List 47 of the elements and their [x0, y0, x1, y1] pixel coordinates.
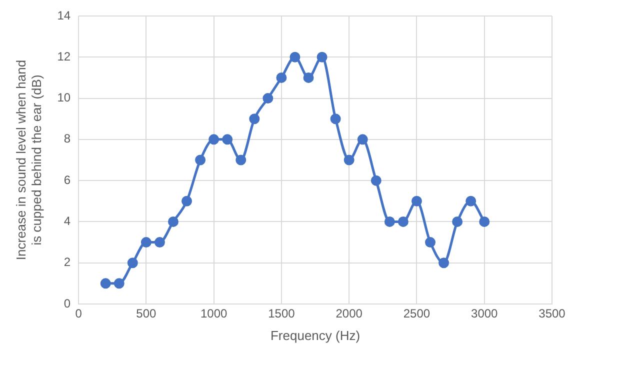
- x-tick-label: 1000: [200, 306, 228, 321]
- point: [370, 175, 382, 186]
- x-tick-label: 3500: [538, 306, 566, 321]
- x-tick-label: 500: [136, 306, 157, 321]
- y-tick-label: 6: [64, 172, 71, 187]
- point: [411, 196, 422, 206]
- point: [140, 237, 152, 248]
- point: [154, 237, 165, 248]
- point: [452, 216, 463, 227]
- point: [316, 52, 328, 62]
- point: [479, 216, 490, 227]
- x-tick-label: 3000: [471, 306, 498, 321]
- x-tick-label: 2500: [403, 306, 430, 321]
- y-tick-label: 10: [57, 90, 71, 105]
- point: [303, 72, 314, 83]
- y-tick-label: 14: [57, 8, 71, 22]
- x-tick-label: 2000: [336, 306, 363, 321]
- y-tick-label: 8: [64, 132, 71, 146]
- point: [236, 154, 246, 166]
- point: [114, 278, 124, 289]
- point: [357, 134, 368, 145]
- point: [249, 114, 260, 124]
- point: [290, 52, 300, 62]
- y-tick-label: 0: [64, 296, 71, 310]
- point: [222, 134, 233, 145]
- point: [100, 278, 111, 289]
- point: [127, 258, 138, 268]
- x-tick-label: 0: [75, 306, 82, 321]
- point: [168, 216, 178, 227]
- point: [344, 154, 354, 166]
- point: [438, 258, 450, 268]
- point: [466, 196, 476, 206]
- point: [276, 72, 287, 83]
- x-axis-title: Frequency (Hz): [270, 328, 360, 343]
- y-tick-label: 12: [57, 49, 71, 64]
- y-axis-title: Increase in sound level when hand is cupped behind the ear (dB): [13, 60, 44, 260]
- y-tick-label: 2: [64, 255, 71, 270]
- point: [208, 134, 220, 145]
- point: [425, 237, 436, 248]
- point: [398, 216, 408, 227]
- point: [384, 216, 395, 227]
- x-tick-label: 1500: [268, 306, 296, 321]
- point: [330, 114, 341, 124]
- point: [195, 154, 206, 166]
- point: [262, 93, 274, 104]
- point: [182, 196, 192, 206]
- y-tick-label: 4: [64, 214, 71, 228]
